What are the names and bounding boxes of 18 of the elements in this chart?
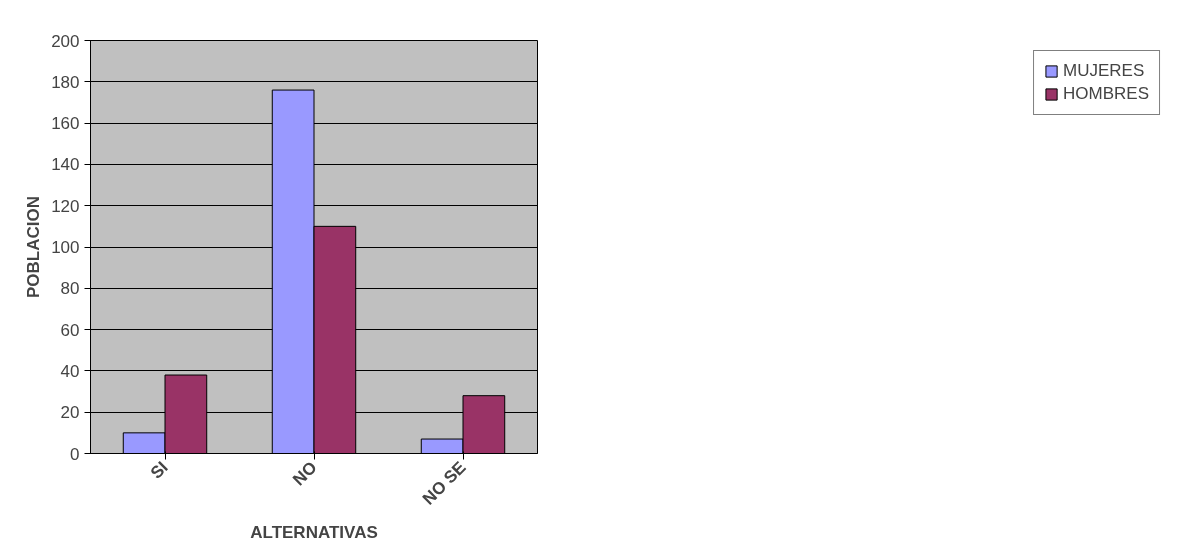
y-tick-label: 60 [60, 320, 80, 340]
y-tick-label: 160 [51, 114, 80, 134]
legend-label: HOMBRES [1063, 84, 1149, 104]
legend-label: MUJERES [1063, 61, 1145, 81]
y-tick-label: 40 [60, 361, 80, 381]
y-tick-label: 80 [60, 279, 80, 299]
y-tick-label: 200 [51, 31, 80, 51]
x-axis-title: ALTERNATIVAS [250, 523, 378, 543]
y-tick-label: 0 [70, 444, 80, 464]
y-tick-label: 140 [51, 155, 80, 175]
y-tick-label: 20 [60, 403, 80, 423]
y-tick-label: 180 [51, 72, 80, 92]
y-tick-label: 120 [51, 196, 80, 216]
x-tick-label: NO [289, 457, 321, 490]
x-tick-label: SI [146, 457, 172, 483]
y-axis-title: POBLACION [24, 196, 44, 298]
y-tick-label: 100 [51, 238, 80, 257]
x-tick-label: NO SE [418, 457, 470, 509]
